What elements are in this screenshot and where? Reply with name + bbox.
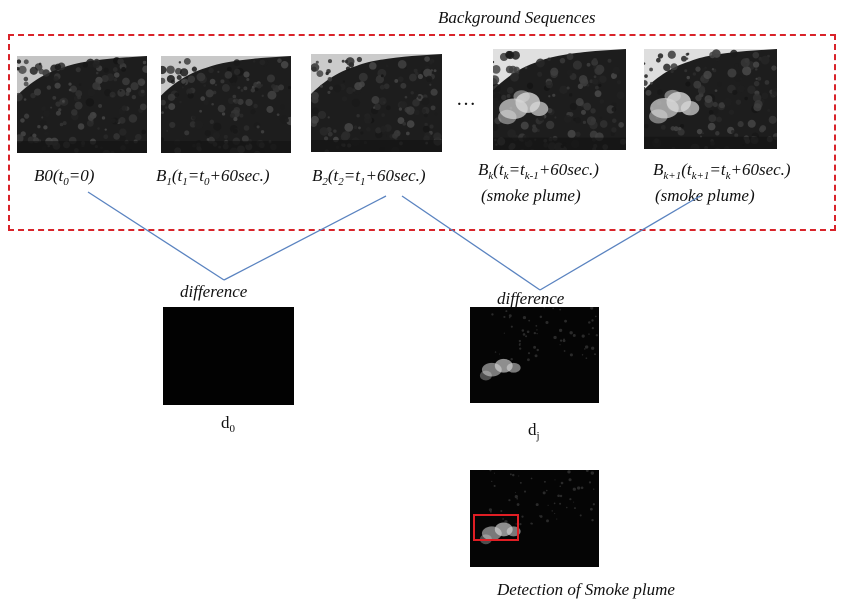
difference-label-j: difference: [497, 289, 565, 308]
frame-bk1-label: Bk+1(tk+1=tk+60sec.): [653, 160, 791, 182]
frame-bk-label: Bk(tk=tk-1+60sec.): [478, 160, 599, 182]
d0-label: d0: [221, 413, 235, 435]
frame-b0-label: B0(t0=0): [34, 166, 95, 188]
frame-bk-image: [493, 49, 626, 150]
dj-label: dj: [528, 420, 540, 442]
sequence-ellipsis: …: [456, 88, 476, 110]
detection-label: Detection of Smoke plume: [497, 580, 675, 599]
detection-image: [470, 470, 599, 567]
frame-b1-label: B1(t1=t0+60sec.): [156, 166, 270, 188]
frame-bk1-note: (smoke plume): [655, 186, 755, 205]
difference-image-dj: [470, 307, 599, 403]
difference-image-d0: [163, 307, 294, 405]
frame-b2-image: [311, 54, 442, 152]
frame-bk-note: (smoke plume): [481, 186, 581, 205]
frame-b0-image: [17, 56, 147, 153]
frame-bk1-image: [644, 49, 777, 149]
frame-b1-image: [161, 56, 291, 153]
smoke-detection-box: [473, 514, 519, 541]
background-sequences-title: Background Sequences: [438, 8, 596, 27]
difference-label-0: difference: [180, 282, 248, 301]
frame-b2-label: B2(t2=t1+60sec.): [312, 166, 426, 188]
